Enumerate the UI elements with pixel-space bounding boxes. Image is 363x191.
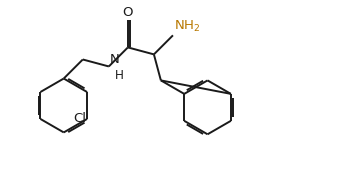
Text: O: O (123, 6, 133, 19)
Text: Cl: Cl (73, 112, 86, 125)
Text: H: H (115, 70, 124, 83)
Text: NH$_2$: NH$_2$ (174, 19, 200, 34)
Text: N: N (109, 53, 119, 66)
